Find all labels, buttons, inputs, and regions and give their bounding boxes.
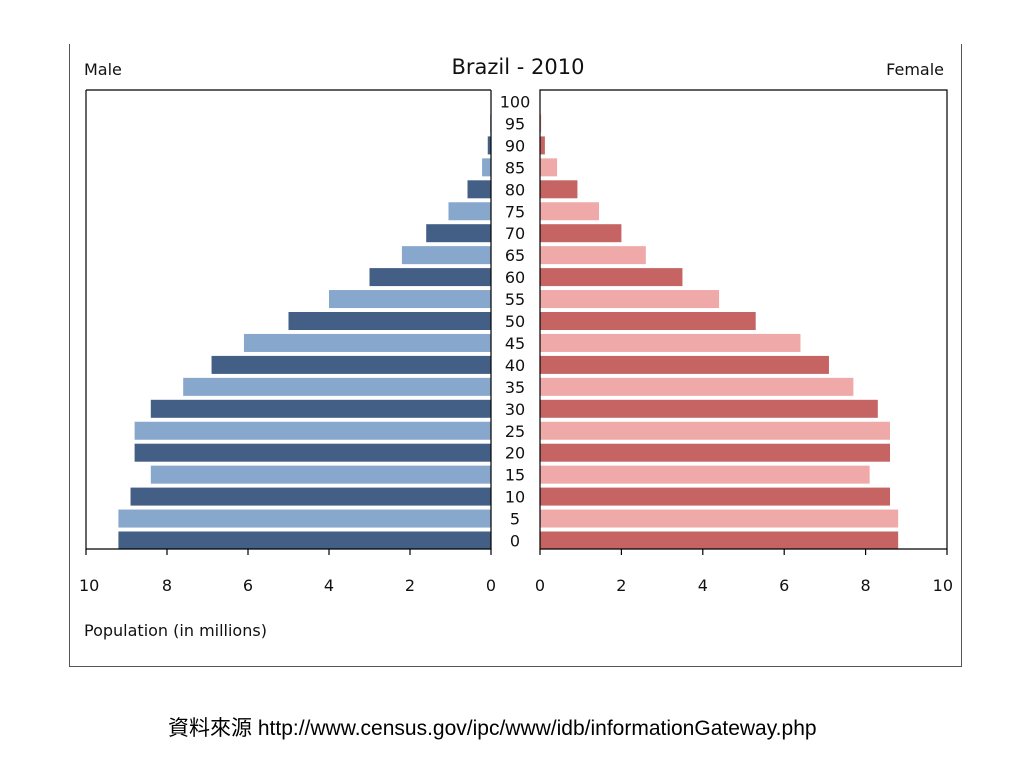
female-bar-80 <box>540 180 578 199</box>
male-bar-15 <box>150 465 492 484</box>
male-bar-75 <box>448 202 491 221</box>
age-label-90: 90 <box>505 136 525 155</box>
age-label-5: 5 <box>510 510 520 529</box>
x-tick-label-1: 8 <box>162 576 172 595</box>
male-bar-5 <box>118 509 492 528</box>
age-label-20: 20 <box>505 444 525 463</box>
age-label-85: 85 <box>505 158 525 177</box>
x-tick-label-9: 6 <box>779 576 789 595</box>
x-tick-label-3: 4 <box>324 576 334 595</box>
female-bar-90 <box>540 136 545 155</box>
age-label-30: 30 <box>505 400 525 419</box>
age-label-75: 75 <box>505 202 525 221</box>
x-axis-label: Population (in millions) <box>84 621 267 640</box>
female-label: Female <box>886 60 944 79</box>
male-bar-60 <box>369 268 491 287</box>
female-bar-10 <box>540 487 891 506</box>
age-label-40: 40 <box>505 356 525 375</box>
female-bar-45 <box>540 333 801 352</box>
male-bar-25 <box>134 421 491 440</box>
male-bar-50 <box>288 312 491 330</box>
female-bar-35 <box>540 377 854 396</box>
x-tick-label-2: 6 <box>243 576 253 595</box>
female-bar-85 <box>540 158 558 177</box>
male-bar-20 <box>134 443 491 462</box>
age-label-10: 10 <box>505 488 525 507</box>
male-panel-frame <box>85 90 492 550</box>
female-bar-65 <box>540 246 646 265</box>
age-label-95: 95 <box>505 114 525 133</box>
female-bar-30 <box>540 399 878 418</box>
source-caption: 資料來源 http://www.census.gov/ipc/www/idb/i… <box>168 712 817 742</box>
x-axis-ticks: 10 8 6 4 2 0 0 2 4 6 8 10 <box>79 549 953 595</box>
x-tick-label-7: 2 <box>616 576 626 595</box>
male-bar-65 <box>401 246 491 265</box>
male-bar-55 <box>329 290 491 309</box>
age-label-60: 60 <box>505 268 525 287</box>
age-label-100: 100 <box>500 93 531 112</box>
female-bar-55 <box>540 290 720 309</box>
male-bar-90 <box>487 136 491 155</box>
chart-title: Brazil - 2010 <box>452 55 585 79</box>
age-label-55: 55 <box>505 290 525 309</box>
female-bar-70 <box>540 224 622 243</box>
female-bar-75 <box>540 202 600 221</box>
x-tick-label-4: 2 <box>405 576 415 595</box>
age-label-80: 80 <box>505 180 525 199</box>
female-panel-frame <box>539 89 948 550</box>
age-label-0: 0 <box>510 532 520 551</box>
source-url[interactable]: http://www.census.gov/ipc/www/idb/inform… <box>257 717 817 740</box>
x-tick-label-11: 10 <box>933 576 953 595</box>
age-label-65: 65 <box>505 246 525 265</box>
x-tick-label-0: 10 <box>79 576 99 595</box>
male-bar-85 <box>482 158 491 177</box>
x-tick-label-6: 0 <box>535 576 545 595</box>
male-bar-80 <box>467 180 491 199</box>
female-bar-95 <box>540 114 542 133</box>
female-bar-15 <box>540 465 870 484</box>
x-tick-label-10: 8 <box>861 576 871 595</box>
male-bar-0 <box>118 531 492 550</box>
male-bar-35 <box>183 377 491 396</box>
source-label: 資料來源 <box>168 717 252 740</box>
female-bar-50 <box>540 312 756 330</box>
male-bar-70 <box>426 224 491 243</box>
x-tick-label-8: 4 <box>698 576 708 595</box>
population-pyramid-chart: Male Brazil - 2010 Female 05101520253035… <box>69 44 962 667</box>
male-bar-10 <box>130 487 492 506</box>
x-tick-label-5: 0 <box>486 576 496 595</box>
age-label-25: 25 <box>505 422 525 441</box>
male-bar-40 <box>211 355 492 374</box>
female-bar-20 <box>540 443 891 462</box>
female-bar-40 <box>540 355 829 374</box>
male-bar-45 <box>243 333 491 352</box>
age-labels-group: 0 5 10 15 20 25 30 35 40 45 50 55 60 65 70 75 80 85 90 95 10… <box>500 93 531 551</box>
age-label-35: 35 <box>505 378 525 397</box>
female-bar-60 <box>540 268 683 287</box>
female-bar-5 <box>540 509 899 528</box>
bars-group <box>118 92 899 550</box>
male-label: Male <box>84 60 122 79</box>
female-bar-25 <box>540 421 891 440</box>
female-bar-0 <box>540 531 899 550</box>
age-label-15: 15 <box>505 466 525 485</box>
age-label-70: 70 <box>505 224 525 243</box>
age-label-50: 50 <box>505 312 525 331</box>
age-label-45: 45 <box>505 334 525 353</box>
male-bar-30 <box>150 399 492 418</box>
